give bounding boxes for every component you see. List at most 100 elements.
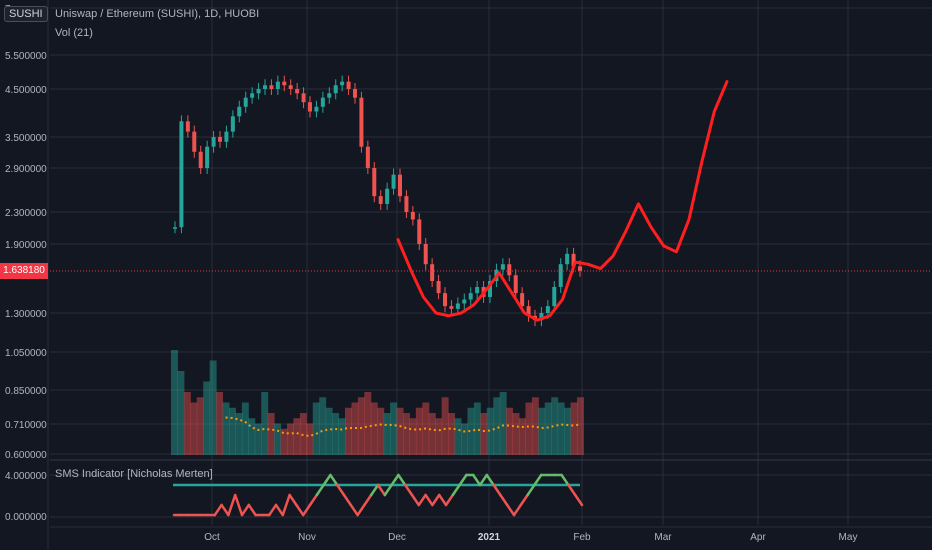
indicator-segment	[376, 483, 387, 497]
volume-bar	[183, 392, 191, 455]
volume-bar	[538, 407, 546, 455]
indicator-segment	[342, 493, 353, 507]
price-tick-label: 2.900000	[5, 164, 47, 175]
price-tick-label: 0.850000	[5, 386, 47, 397]
volume-bar	[409, 418, 417, 455]
candle-body	[365, 146, 370, 168]
candle-body	[320, 97, 325, 107]
candle-body	[173, 227, 177, 229]
indicator-segment	[363, 493, 373, 507]
candle-body	[243, 97, 248, 107]
grid-lines	[47, 0, 932, 550]
indicator-segment	[519, 493, 529, 507]
volume-bar	[544, 402, 552, 455]
volume-bar	[499, 392, 507, 455]
volume-bar	[241, 402, 249, 455]
candle-body	[475, 286, 480, 294]
price-tick-label: 4.500000	[5, 85, 47, 96]
time-tick-label: Oct	[204, 532, 220, 543]
candle-body	[500, 264, 505, 270]
candle-body	[282, 81, 287, 86]
indicator-segment	[356, 503, 366, 517]
price-tick-label: 0.710000	[5, 420, 47, 431]
candle-body	[295, 89, 300, 94]
candle-body	[545, 306, 550, 313]
candle-body	[327, 93, 332, 98]
candle-body	[301, 93, 306, 103]
last-price-tag: 1.638180	[0, 263, 48, 279]
indicator-segment	[397, 473, 407, 487]
indicator-segment	[213, 503, 223, 517]
time-tick-label: Mar	[654, 532, 672, 543]
indicator-segment	[573, 493, 584, 507]
volume-bar	[267, 413, 275, 455]
candle-body	[443, 293, 447, 307]
volume-bar	[319, 397, 327, 455]
volume-bar	[312, 402, 320, 455]
time-tick-label: Feb	[573, 532, 591, 543]
candle-body	[269, 85, 274, 89]
candle-body	[198, 151, 203, 168]
candle-body	[372, 168, 377, 197]
candle-body	[185, 121, 190, 132]
indicator-segment	[410, 493, 421, 507]
candle-body	[520, 293, 525, 307]
candle-body	[314, 106, 319, 112]
indicator-segment	[295, 503, 305, 517]
indicator-segment	[492, 483, 502, 497]
volume-bar	[525, 402, 533, 455]
indicator-segment	[281, 493, 291, 517]
candle-body	[275, 81, 280, 89]
candle-body	[346, 81, 351, 89]
volume-bar	[254, 423, 262, 455]
volume-bar	[403, 413, 410, 455]
indicator-legend: SMS Indicator [Nicholas Merten]	[55, 468, 213, 480]
volume-bar	[577, 397, 584, 455]
volume-bar	[364, 392, 372, 455]
indicator-segment	[227, 493, 237, 517]
candle-body	[578, 266, 582, 271]
volume-histogram	[171, 350, 584, 455]
symbol-badge[interactable]: SUSHI	[4, 6, 48, 22]
volume-bar	[203, 381, 211, 455]
indicator-segment	[431, 493, 441, 507]
volume-bar	[551, 397, 559, 455]
candle-body	[507, 264, 512, 276]
candle-body	[359, 97, 364, 147]
volume-bar	[564, 407, 572, 455]
time-tick-label: Nov	[298, 532, 316, 543]
volume-bar	[216, 392, 224, 455]
price-tick-label: 0.600000	[5, 450, 47, 461]
indicator-segment	[417, 493, 427, 507]
candle-body	[430, 264, 435, 282]
candle-body	[256, 89, 261, 94]
candle-body	[423, 244, 428, 265]
volume-legend: Vol (21)	[55, 27, 93, 39]
candle-body	[417, 219, 422, 244]
indicator-segment	[233, 493, 244, 517]
volume-bar	[325, 407, 333, 455]
candle-body	[250, 93, 255, 98]
candle-body	[237, 106, 242, 117]
indicator-segment	[267, 503, 278, 517]
drawn-price-projection	[396, 80, 729, 322]
volume-bar	[370, 402, 378, 455]
indicator-segment	[478, 473, 489, 487]
volume-bar	[519, 418, 526, 455]
candle-body	[218, 137, 222, 142]
indicator-segment	[383, 483, 393, 497]
candle-body	[526, 306, 531, 316]
indicator-segment	[322, 473, 332, 487]
volume-bar	[248, 418, 256, 455]
indicator-axis-labels: 4.000000 0.000000	[5, 471, 47, 523]
indicator-segment	[499, 493, 509, 507]
price-tick-label: 2.300000	[5, 208, 47, 219]
indicator-segment	[533, 473, 543, 487]
candle-body	[340, 81, 345, 86]
volume-bar	[274, 423, 282, 455]
candle-body	[571, 253, 576, 267]
candle-body	[539, 313, 544, 321]
volume-bar	[293, 418, 301, 455]
candle-body	[353, 89, 357, 98]
